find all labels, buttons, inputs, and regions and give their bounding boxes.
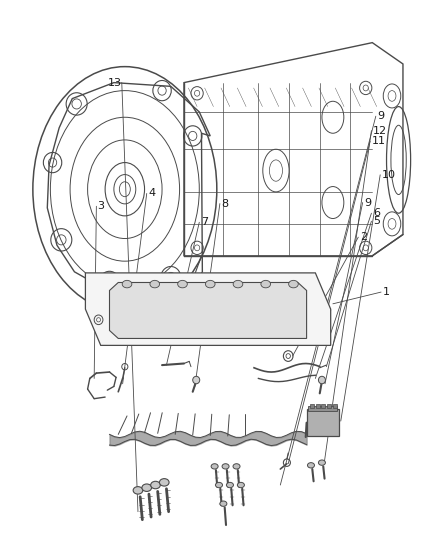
Text: 12: 12 bbox=[373, 126, 387, 135]
Bar bbox=[307, 409, 339, 436]
Text: 3: 3 bbox=[97, 201, 104, 211]
Ellipse shape bbox=[222, 464, 229, 469]
Text: 8: 8 bbox=[222, 199, 229, 208]
Ellipse shape bbox=[307, 463, 314, 468]
Ellipse shape bbox=[142, 484, 152, 491]
Ellipse shape bbox=[151, 481, 160, 489]
Bar bbox=[310, 404, 314, 408]
Text: 7: 7 bbox=[201, 217, 208, 227]
Bar bbox=[308, 406, 337, 411]
Text: 6: 6 bbox=[373, 208, 380, 218]
Ellipse shape bbox=[211, 464, 218, 469]
Text: 10: 10 bbox=[382, 170, 396, 180]
Text: 11: 11 bbox=[371, 136, 385, 146]
Ellipse shape bbox=[122, 280, 132, 288]
Ellipse shape bbox=[215, 482, 223, 488]
Ellipse shape bbox=[233, 280, 243, 288]
Ellipse shape bbox=[318, 460, 325, 465]
Polygon shape bbox=[85, 273, 331, 345]
Ellipse shape bbox=[205, 280, 215, 288]
Bar bbox=[333, 404, 337, 408]
Ellipse shape bbox=[318, 376, 325, 384]
Ellipse shape bbox=[289, 280, 298, 288]
Bar bbox=[316, 404, 320, 408]
Ellipse shape bbox=[193, 376, 200, 384]
Text: 5: 5 bbox=[373, 216, 380, 226]
Ellipse shape bbox=[226, 482, 233, 488]
Bar bbox=[327, 404, 331, 408]
Ellipse shape bbox=[159, 479, 169, 486]
Ellipse shape bbox=[150, 280, 159, 288]
Text: 9: 9 bbox=[378, 111, 385, 121]
Ellipse shape bbox=[237, 482, 244, 488]
Ellipse shape bbox=[178, 280, 187, 288]
Ellipse shape bbox=[133, 487, 143, 494]
Ellipse shape bbox=[233, 464, 240, 469]
Text: 4: 4 bbox=[148, 189, 155, 198]
Polygon shape bbox=[110, 282, 307, 338]
Ellipse shape bbox=[261, 280, 271, 288]
Bar bbox=[321, 404, 325, 408]
Ellipse shape bbox=[220, 501, 227, 506]
Text: 13: 13 bbox=[108, 78, 122, 87]
Text: 9: 9 bbox=[364, 198, 371, 207]
Text: 2: 2 bbox=[360, 232, 367, 242]
Text: 1: 1 bbox=[383, 287, 390, 297]
